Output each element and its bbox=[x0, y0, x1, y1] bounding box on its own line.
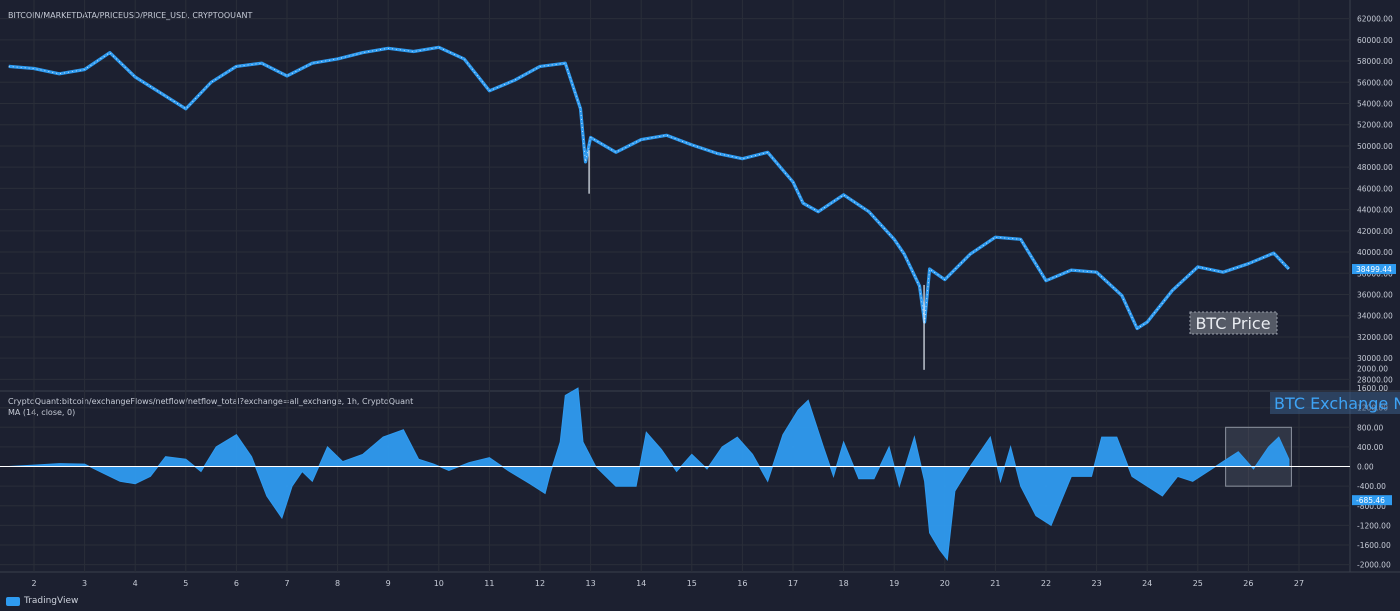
price-y-tick-label: 28000.00 bbox=[1357, 375, 1393, 384]
x-tick-label: 20 bbox=[940, 579, 950, 588]
x-tick-label: 25 bbox=[1193, 579, 1203, 588]
netflow-y-tick-label: -2000.00 bbox=[1357, 561, 1391, 570]
price-y-tick-label: 50000.00 bbox=[1357, 142, 1393, 151]
x-tick-label: 8 bbox=[335, 579, 340, 588]
x-tick-label: 19 bbox=[889, 579, 899, 588]
netflow-y-tick-label: 2000.00 bbox=[1357, 364, 1388, 373]
x-tick-label: 12 bbox=[535, 579, 545, 588]
price-y-tick-label: 54000.00 bbox=[1357, 100, 1393, 109]
price-y-tick-label: 58000.00 bbox=[1357, 57, 1393, 66]
price-y-tick-label: 30000.00 bbox=[1357, 354, 1393, 363]
price-y-tick-label: 56000.00 bbox=[1357, 78, 1393, 87]
netflow-last-value-badge bbox=[1352, 495, 1392, 506]
netflow-chart-title: CryptoQuant:bitcoin/exchangeFlows/netflo… bbox=[8, 397, 414, 406]
netflow-chart-subtitle: MA (14, close, 0) bbox=[8, 408, 76, 417]
price-last-value: 38499.44 bbox=[1356, 265, 1392, 274]
x-tick-label: 17 bbox=[788, 579, 798, 588]
netflow-series bbox=[0, 387, 1350, 561]
price-y-tick-label: 42000.00 bbox=[1357, 227, 1393, 236]
netflow-y-tick-label: -800.00 bbox=[1357, 502, 1386, 511]
x-tick-label: 11 bbox=[484, 579, 494, 588]
x-tick-label: 13 bbox=[586, 579, 596, 588]
x-tick-label: 24 bbox=[1142, 579, 1152, 588]
netflow-area bbox=[8, 387, 1290, 561]
price-last-value-badge bbox=[1352, 264, 1396, 275]
btc-price-annotation: BTC Price bbox=[1189, 311, 1278, 335]
price-y-tick-label: 40000.00 bbox=[1357, 248, 1393, 257]
x-tick-label: 5 bbox=[183, 579, 188, 588]
price-series bbox=[8, 45, 1291, 370]
x-tick-label: 9 bbox=[386, 579, 391, 588]
x-tick-label: 7 bbox=[284, 579, 289, 588]
netflow-last-value: -685.46 bbox=[1356, 496, 1385, 505]
x-tick-label: 22 bbox=[1041, 579, 1051, 588]
grid-lines bbox=[0, 0, 1400, 573]
x-tick-label: 15 bbox=[687, 579, 697, 588]
price-y-tick-label: 44000.00 bbox=[1357, 206, 1393, 215]
price-y-tick-label: 52000.00 bbox=[1357, 121, 1393, 130]
tradingview-icon bbox=[6, 596, 20, 606]
x-tick-label: 4 bbox=[133, 579, 138, 588]
netflow-annotation: BTC Exchange Netflow bbox=[1270, 392, 1400, 414]
price-chart-title: BITCOIN/MARKETDATA/PRICEUSD/PRICE_USD, C… bbox=[8, 11, 253, 20]
x-tick-label: 16 bbox=[737, 579, 747, 588]
btc-price-label: BTC Price bbox=[1195, 314, 1270, 333]
netflow-y-tick-label: 1600.00 bbox=[1357, 384, 1388, 393]
netflow-y-tick-label: 400.00 bbox=[1357, 443, 1383, 452]
netflow-y-tick-label: 800.00 bbox=[1357, 423, 1383, 432]
price-y-tick-label: 34000.00 bbox=[1357, 312, 1393, 321]
netflow-y-tick-label: -1600.00 bbox=[1357, 541, 1391, 550]
x-tick-label: 18 bbox=[839, 579, 849, 588]
x-tick-label: 3 bbox=[82, 579, 87, 588]
price-y-tick-label: 48000.00 bbox=[1357, 163, 1393, 172]
x-tick-label: 27 bbox=[1294, 579, 1304, 588]
netflow-y-tick-label: -1200.00 bbox=[1357, 521, 1391, 530]
netflow-y-tick-label: 0.00 bbox=[1357, 463, 1374, 472]
x-tick-label: 14 bbox=[636, 579, 646, 588]
price-y-tick-label: 36000.00 bbox=[1357, 291, 1393, 300]
price-y-tick-label: 60000.00 bbox=[1357, 36, 1393, 45]
x-tick-label: 6 bbox=[234, 579, 239, 588]
tradingview-logo[interactable]: TradingView bbox=[6, 595, 78, 607]
price-candle-highlights bbox=[8, 46, 1290, 329]
x-tick-label: 21 bbox=[990, 579, 1000, 588]
netflow-label: BTC Exchange Netflow bbox=[1274, 394, 1400, 413]
netflow-y-tick-label: -400.00 bbox=[1357, 482, 1386, 491]
price-y-tick-label: 62000.00 bbox=[1357, 15, 1393, 24]
x-tick-label: 26 bbox=[1243, 579, 1253, 588]
x-tick-label: 23 bbox=[1092, 579, 1102, 588]
price-y-tick-label: 46000.00 bbox=[1357, 184, 1393, 193]
x-tick-label: 2 bbox=[31, 579, 36, 588]
price-y-tick-label: 32000.00 bbox=[1357, 333, 1393, 342]
tradingview-brand: TradingView bbox=[24, 596, 79, 606]
x-tick-label: 10 bbox=[434, 579, 444, 588]
